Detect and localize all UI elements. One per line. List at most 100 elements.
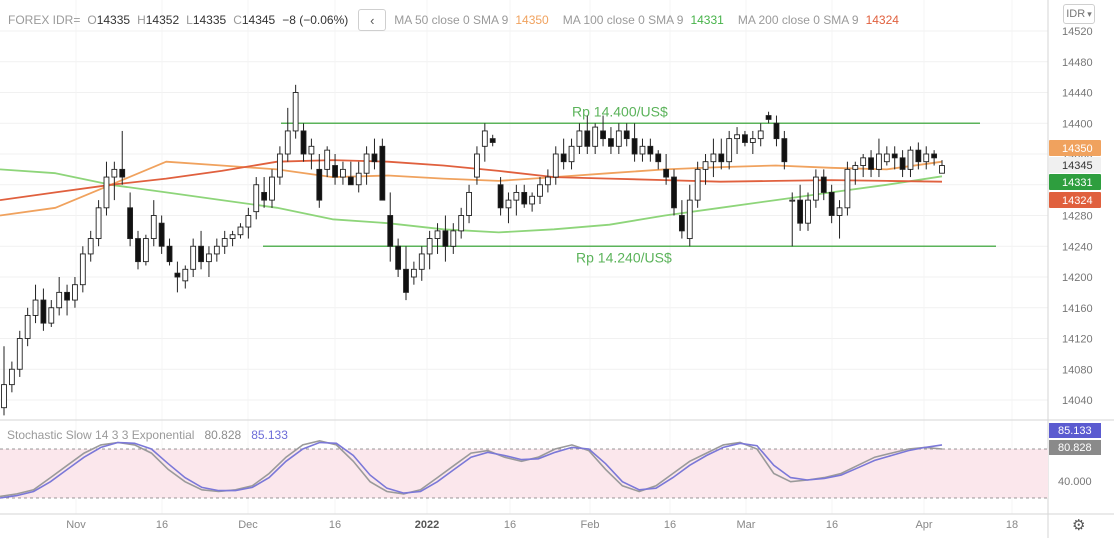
ma50-label: MA 50 close 0 SMA 9 (394, 13, 509, 27)
candle-body (608, 138, 614, 147)
low-label: L (186, 13, 193, 27)
candle-body (237, 226, 244, 236)
currency-button[interactable]: IDR ▾ (1063, 4, 1095, 24)
candle-body (797, 199, 804, 224)
candle-body (40, 299, 47, 324)
stochastic-k-badge-label: 80.828 (1058, 442, 1092, 454)
candle-body (332, 165, 338, 178)
candle-body (828, 191, 835, 216)
candle-body (623, 130, 630, 140)
candle-body (663, 168, 670, 178)
candle-body (647, 145, 654, 155)
settings-button[interactable]: ⚙ (1072, 516, 1085, 534)
candle-body (852, 165, 859, 170)
y-tick-label: 14120 (1062, 334, 1093, 346)
candle-body (836, 207, 843, 216)
candle-body (253, 184, 260, 213)
y-tick-label: 14240 (1062, 241, 1093, 253)
open-value: 14335 (96, 13, 131, 27)
y-tick-label: 14160 (1062, 303, 1093, 315)
x-tick-label: 16 (664, 519, 676, 531)
candle-body (521, 191, 528, 205)
price-badge-label: 14350 (1062, 143, 1093, 155)
candle-body (678, 215, 685, 232)
y-tick-label: 14280 (1062, 211, 1093, 223)
candle-body (426, 238, 433, 255)
y-tick-label: 14400 (1062, 118, 1093, 130)
candle-body (190, 245, 197, 270)
candle-body (276, 153, 283, 178)
candle-body (174, 272, 181, 278)
ma100-value: 14331 (690, 13, 724, 27)
symbol-label: FOREX IDR= (8, 13, 81, 27)
candle-body (64, 291, 70, 301)
x-tick-label: 18 (1006, 519, 1018, 531)
high-label: H (137, 13, 146, 27)
candle-body (363, 153, 370, 174)
x-tick-label: 2022 (415, 519, 439, 531)
ma100-label: MA 100 close 0 SMA 9 (562, 13, 684, 27)
price-badge-label: 14324 (1062, 195, 1093, 207)
candle-body (347, 176, 354, 186)
candle-body (269, 176, 275, 201)
candle-body (868, 157, 874, 170)
candle-body (639, 145, 646, 155)
ma200-label: MA 200 close 0 SMA 9 (737, 13, 859, 27)
candle-body (355, 172, 362, 186)
candle-body (505, 199, 512, 209)
candle-body (111, 168, 118, 178)
candle-body (103, 176, 110, 209)
price-badge-label: 14345 (1062, 160, 1093, 172)
high-value: 14352 (145, 13, 180, 27)
candle-body (466, 191, 472, 216)
candle-body (537, 184, 543, 197)
collapse-legend-button[interactable]: ‹ (358, 9, 387, 31)
candle-body (655, 153, 662, 163)
x-tick-label: Dec (238, 519, 258, 531)
candle-body (150, 215, 157, 240)
candle-body (686, 199, 693, 240)
candle-body (899, 157, 906, 170)
candle-body (442, 230, 449, 247)
candle-body (631, 138, 638, 155)
candle-body (16, 338, 23, 370)
currency-label: IDR (1066, 8, 1086, 20)
candle-body (915, 149, 922, 163)
candle-body (292, 92, 299, 132)
candle-body (789, 199, 796, 202)
candle-body (213, 245, 220, 255)
price-badge (1049, 192, 1101, 208)
candle-body (48, 307, 55, 324)
candle-body (923, 153, 930, 163)
candle-body (844, 168, 851, 209)
candle-body (544, 176, 551, 186)
candle-body (72, 284, 78, 301)
x-tick-label: 16 (329, 519, 341, 531)
x-tick-label: Nov (66, 519, 86, 531)
stochastic-d-badge (1049, 423, 1101, 438)
stochastic-tick-label: 40.000 (1058, 476, 1092, 488)
candle-body (860, 157, 867, 166)
candle-body (308, 145, 315, 155)
candle-body (931, 153, 938, 159)
candle-body (127, 207, 134, 240)
x-tick-label: 16 (156, 519, 168, 531)
x-tick-label: Feb (581, 519, 600, 531)
x-tick-label: 16 (504, 519, 516, 531)
candle-body (142, 238, 149, 263)
candle-body (284, 130, 291, 155)
stochastic-legend: Stochastic Slow 14 3 3 Exponential 80.82… (7, 428, 288, 442)
candle-body (8, 368, 15, 386)
candle-body (765, 115, 772, 120)
candle-body (529, 195, 536, 205)
candle-body (726, 138, 733, 163)
change-value: −8 (−0.06%) (282, 13, 349, 27)
open-label: O (87, 13, 97, 27)
y-tick-label: 14080 (1062, 364, 1093, 376)
candle-body (513, 191, 520, 201)
moving-average-line (0, 159, 943, 201)
y-tick-label: 14520 (1062, 26, 1093, 38)
horizontal-line-label: Rp 14.400/US$ (572, 103, 668, 119)
